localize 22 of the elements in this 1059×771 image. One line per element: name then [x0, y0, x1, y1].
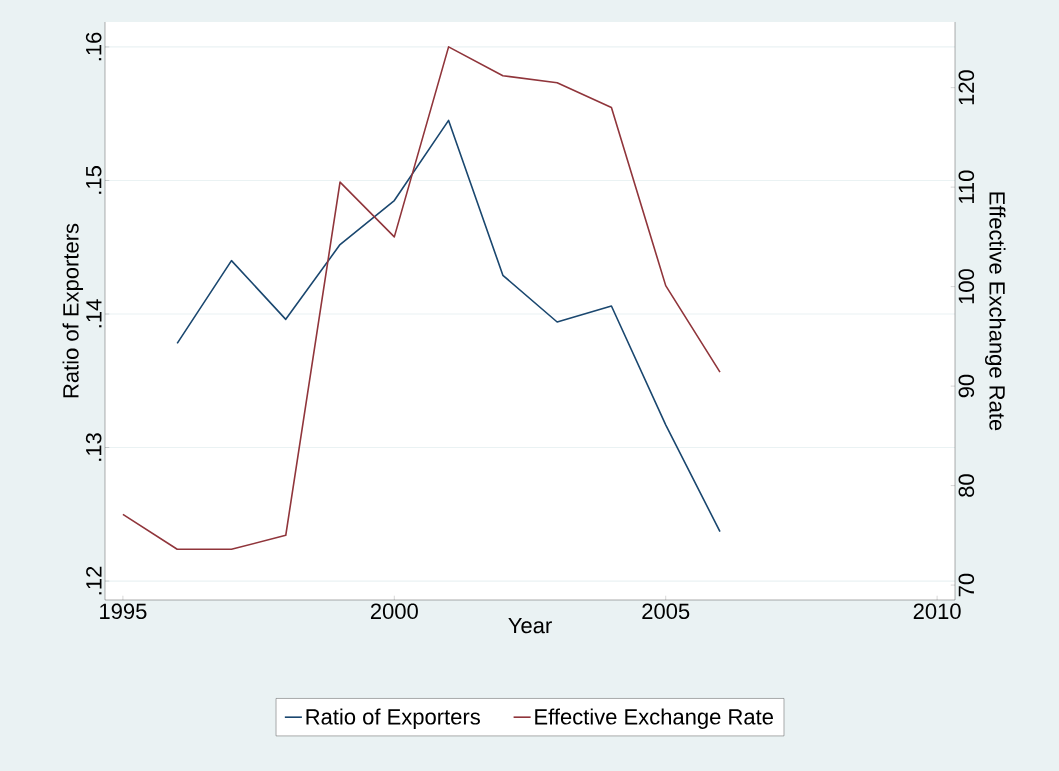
- x-tick-label: 1995: [100, 603, 147, 620]
- x-axis-title: Year: [508, 617, 552, 634]
- x-tick-label: 2005: [642, 603, 690, 620]
- line-series: [122, 46, 721, 551]
- y-tick-label: .14: [86, 299, 102, 328]
- y2-tick-label: 70: [958, 573, 975, 597]
- legend-label: Effective Exchange Rate: [535, 708, 773, 729]
- y2-axis-title: Effective Exchange Rate: [984, 192, 1006, 431]
- y-axis-title: Ratio of Exporters: [62, 223, 84, 398]
- y-tick-label: .16: [85, 32, 102, 61]
- y2-tick-label: 90: [958, 374, 975, 398]
- legend-label: Ratio of Exporters: [306, 708, 480, 729]
- y2-tick-label: 100: [958, 269, 975, 304]
- line-series: [176, 119, 721, 533]
- x-tick-label: 2010: [913, 603, 961, 620]
- x-tick-label: 2000: [370, 603, 418, 620]
- y-tick-label: .15: [86, 166, 102, 194]
- y2-tick-label: 110: [958, 170, 975, 203]
- y-tick-label: .13: [85, 433, 102, 461]
- y2-tick-label: 120: [958, 70, 975, 105]
- y2-tick-label: 80: [958, 474, 975, 497]
- y-tick-label: .12: [86, 566, 102, 595]
